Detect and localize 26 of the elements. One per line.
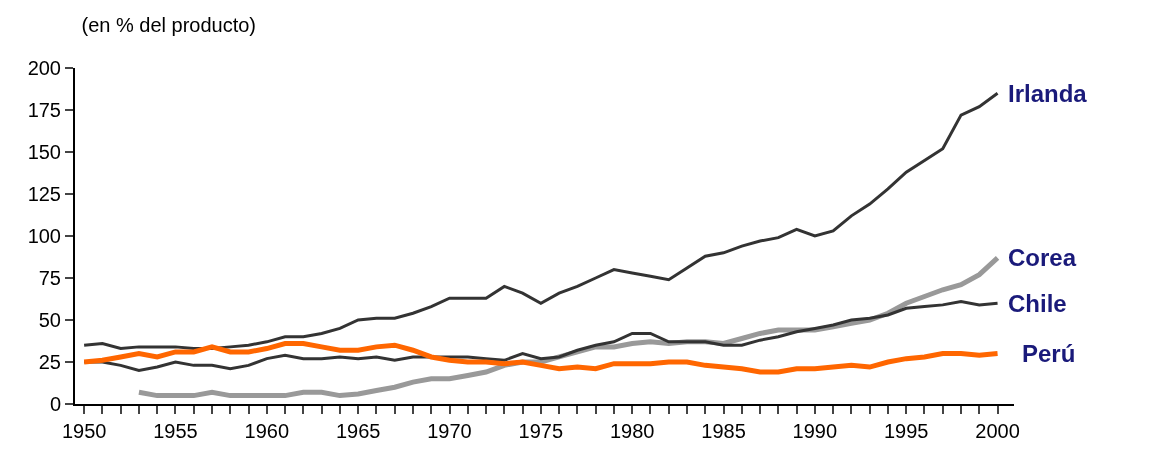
x-tick-label: 1960 bbox=[244, 420, 290, 442]
series-label: Chile bbox=[1008, 290, 1067, 317]
y-tick-label: 100 bbox=[27, 225, 61, 247]
y-tick-label: 50 bbox=[38, 309, 61, 331]
y-tick-label: 0 bbox=[49, 393, 61, 415]
chart-title: (en % del producto) bbox=[81, 14, 257, 37]
x-tick-label: 1995 bbox=[883, 420, 929, 442]
series-label: Perú bbox=[1022, 340, 1076, 367]
y-tick-label: 125 bbox=[27, 183, 61, 205]
x-tick-label: 1975 bbox=[518, 420, 564, 442]
x-tick-label: 2000 bbox=[975, 420, 1020, 442]
series-label: Corea bbox=[1008, 244, 1077, 271]
x-tick-label: 1980 bbox=[609, 420, 655, 442]
x-tick-label: 1985 bbox=[701, 420, 746, 442]
y-tick-label: 175 bbox=[27, 99, 61, 121]
y-tick-label: 75 bbox=[38, 267, 61, 289]
series-label: Irlanda bbox=[1008, 80, 1088, 107]
y-tick-label: 25 bbox=[38, 351, 61, 373]
x-tick-label: 1970 bbox=[427, 420, 472, 442]
y-tick-label: 200 bbox=[27, 57, 61, 79]
x-tick-label: 1990 bbox=[792, 420, 838, 442]
y-tick-label: 150 bbox=[27, 141, 61, 163]
x-tick-label: 1955 bbox=[153, 420, 198, 442]
line-series bbox=[82, 91, 1000, 351]
x-tick-label: 1950 bbox=[61, 420, 107, 442]
x-tick-label: 1965 bbox=[335, 420, 381, 442]
